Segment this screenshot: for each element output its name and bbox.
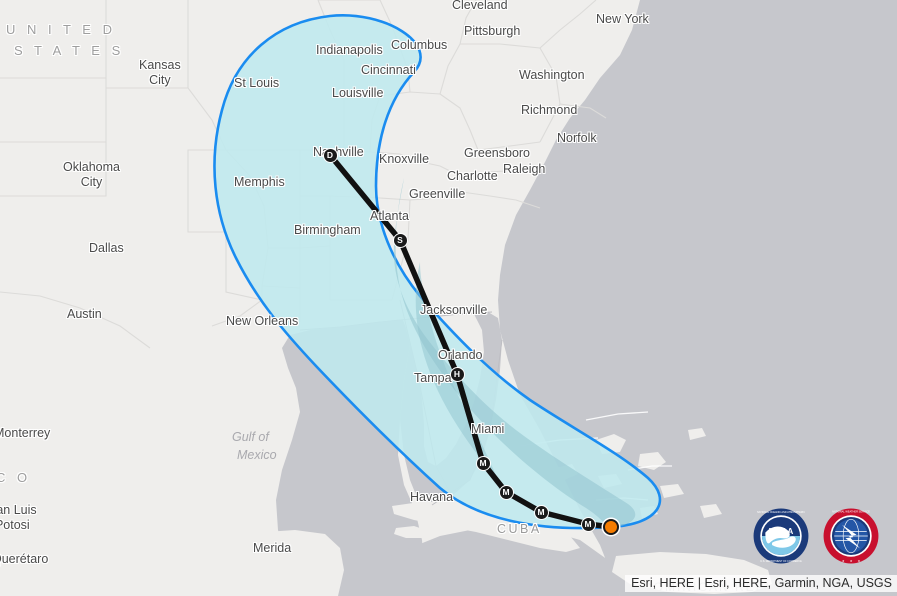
svg-text:U.S. DEPARTMENT OF COMMERCE: U.S. DEPARTMENT OF COMMERCE xyxy=(760,560,802,563)
svg-text:NATIONAL WEATHER SERVICE: NATIONAL WEATHER SERVICE xyxy=(832,509,870,513)
map-attribution[interactable]: Esri, HERE | Esri, HERE, Garmin, NGA, US… xyxy=(625,575,897,592)
svg-text:★: ★ xyxy=(858,559,861,563)
point-georgia[interactable]: S xyxy=(392,232,408,248)
agency-logos: NOAA NATIONAL OCEANIC AND ATMOSPHERIC U.… xyxy=(753,508,879,564)
svg-text:NOAA: NOAA xyxy=(769,526,794,536)
forecast-cone-inner-florida xyxy=(415,262,500,484)
svg-text:★: ★ xyxy=(842,559,845,563)
noaa-logo[interactable]: NOAA NATIONAL OCEANIC AND ATMOSPHERIC U.… xyxy=(753,508,809,564)
svg-text:NATIONAL OCEANIC AND ATMOSPHER: NATIONAL OCEANIC AND ATMOSPHERIC xyxy=(757,511,805,514)
point-current[interactable] xyxy=(603,519,619,535)
point-tampa[interactable]: H xyxy=(449,366,465,382)
point-cuba-north[interactable]: M xyxy=(533,504,549,520)
nws-logo[interactable]: NATIONAL WEATHER SERVICE ★ ★ ★ xyxy=(823,508,879,564)
point-nashville[interactable]: D xyxy=(322,147,338,163)
point-straits[interactable]: M xyxy=(498,484,514,500)
svg-text:★: ★ xyxy=(850,559,853,563)
storm-track-line[interactable] xyxy=(327,152,614,530)
point-south-fl[interactable]: M xyxy=(475,455,491,471)
forecast-cone-outer xyxy=(213,14,662,530)
point-bahamas[interactable]: M xyxy=(580,516,596,532)
